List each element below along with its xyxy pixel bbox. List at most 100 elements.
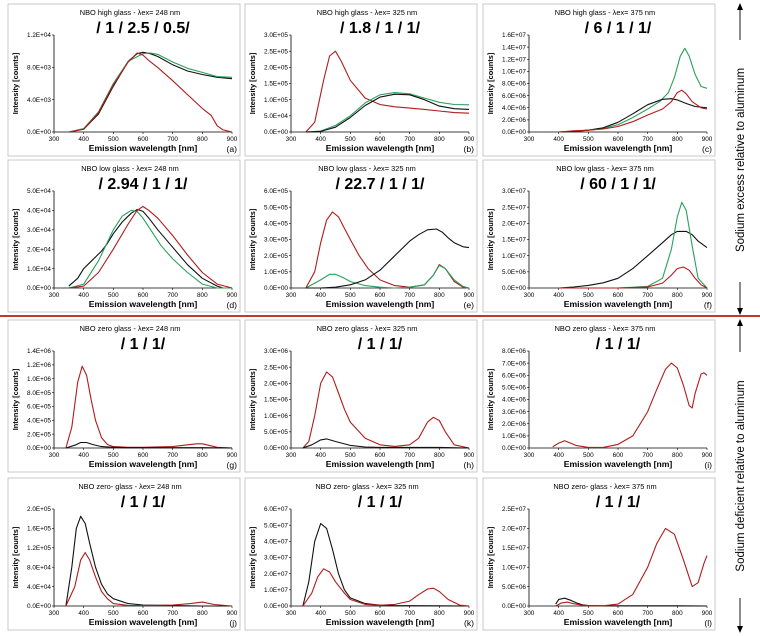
x-tick-label: 400: [315, 292, 326, 299]
x-tick-label: 900: [464, 610, 475, 617]
arrow-head-icon: [737, 308, 743, 315]
y-tick-label: 0.0E+00: [502, 445, 526, 452]
chart-title: NBO high glass - λex= 375 nm: [555, 8, 655, 17]
chart-title: NBO zero- glass - λex= 248 nm: [78, 482, 181, 491]
ratio-label: / 1 / 1/: [121, 336, 166, 353]
panel-letter: (c): [702, 144, 712, 154]
y-axis-label: Intensity [counts]: [486, 208, 495, 270]
x-tick-label: 500: [583, 136, 594, 143]
y-tick-label: 0.0E+00: [502, 603, 526, 610]
x-tick-label: 800: [197, 136, 208, 143]
x-tick-label: 700: [167, 136, 178, 143]
side-label-deficient: Sodium deficient relative to aluminum: [735, 380, 747, 571]
y-tick-label: 1.0E+06: [27, 376, 51, 383]
y-tick-label: 6.0E+05: [27, 404, 51, 411]
x-tick-label: 800: [197, 452, 208, 459]
panel-letter: (b): [463, 144, 474, 154]
chart-title: NBO zero- glass - λex= 375 nm: [553, 482, 656, 491]
y-tick-label: 8.0E+05: [27, 390, 51, 397]
series-line-black: [305, 93, 470, 133]
y-tick-label: 2.5E+06: [264, 364, 288, 371]
chart-title: NBO low glass - λex= 325 nm: [318, 164, 416, 173]
y-axis-label: Intensity [counts]: [11, 52, 20, 114]
y-axis-label: Intensity [counts]: [486, 52, 495, 114]
x-tick-label: 900: [227, 452, 238, 459]
y-tick-label: 8.0E+04: [27, 564, 51, 571]
x-tick-label: 500: [108, 610, 119, 617]
panel-letter: (h): [463, 460, 474, 470]
panel-letter: (k): [464, 618, 474, 628]
y-tick-label: 1.5E+06: [264, 397, 288, 404]
y-axis-label: Intensity [counts]: [248, 52, 257, 114]
y-tick-label: 0.0E+00: [27, 445, 51, 452]
panel-frame: [244, 159, 478, 313]
y-axis-label: Intensity [counts]: [248, 208, 257, 270]
series-line-black: [302, 438, 470, 449]
ratio-label: / 1 / 2.5 / 0.5/: [96, 20, 190, 37]
x-tick-label: 900: [702, 610, 713, 617]
y-tick-label: 4.0E+03: [27, 97, 51, 104]
x-tick-label: 800: [434, 452, 445, 459]
y-tick-label: 5.0E+06: [502, 584, 526, 591]
y-axis-label: Intensity [counts]: [248, 526, 257, 588]
y-tick-label: 1.0E+07: [502, 253, 526, 260]
y-tick-label: 3.0E+04: [27, 227, 51, 234]
x-tick-label: 700: [167, 292, 178, 299]
x-axis-label: Emission wavelength [nm]: [89, 299, 198, 309]
series-line-red: [65, 552, 233, 607]
x-tick-label: 500: [345, 452, 356, 459]
arrow-head-icon: [737, 319, 743, 326]
y-tick-label: 5.0E+06: [502, 385, 526, 392]
x-axis-label: Emission wavelength [nm]: [564, 617, 673, 627]
panel-letter: (j): [229, 618, 237, 628]
y-tick-label: 0.0E+00: [27, 603, 51, 610]
y-tick-label: 1.2E+07: [502, 56, 526, 63]
series-line-black: [305, 228, 470, 289]
x-axis-label: Emission wavelength [nm]: [564, 459, 673, 469]
y-tick-label: 3.0E+07: [264, 555, 288, 562]
x-tick-label: 400: [315, 452, 326, 459]
panel-frame: [7, 477, 241, 631]
x-tick-label: 600: [138, 292, 149, 299]
series-line-red: [302, 568, 470, 607]
x-tick-label: 300: [524, 136, 535, 143]
x-tick-label: 300: [286, 452, 297, 459]
panel-f: NBO low glass - λex= 375 nm / 60 / 1 / 1/…: [482, 159, 716, 313]
x-tick-label: 300: [49, 610, 60, 617]
y-tick-label: 1.5E+07: [502, 237, 526, 244]
y-tick-label: 5.0E+04: [27, 188, 51, 195]
y-tick-label: 5.0E+04: [264, 113, 288, 120]
y-axis-label: Intensity [counts]: [11, 208, 20, 270]
y-tick-label: 4.0E+05: [27, 417, 51, 424]
panel-i: NBO zero glass - λex= 375 nm / 1 / 1/0.0E…: [482, 319, 716, 473]
series-line-red: [558, 266, 708, 289]
x-axis-label: Emission wavelength [nm]: [326, 299, 435, 309]
y-tick-label: 1.0E+05: [264, 269, 288, 276]
series-line-green: [68, 209, 232, 289]
x-tick-label: 600: [375, 136, 386, 143]
x-tick-label: 600: [138, 610, 149, 617]
panel-frame: [244, 477, 478, 631]
series-line-red: [302, 371, 470, 449]
y-tick-label: 3.0E+07: [502, 188, 526, 195]
y-tick-label: 0.0E+00: [502, 285, 526, 292]
y-tick-label: 2.0E+06: [502, 117, 526, 124]
x-tick-label: 700: [167, 610, 178, 617]
x-tick-label: 800: [672, 136, 683, 143]
x-tick-label: 700: [642, 292, 653, 299]
y-tick-label: 4.0E+05: [264, 221, 288, 228]
x-tick-label: 500: [345, 292, 356, 299]
x-tick-label: 900: [227, 136, 238, 143]
x-tick-label: 800: [434, 136, 445, 143]
x-tick-label: 700: [404, 136, 415, 143]
panel-b: NBO high glass - λex= 325 nm / 1.8 / 1 / …: [244, 3, 478, 157]
x-tick-label: 300: [49, 136, 60, 143]
x-tick-label: 600: [138, 136, 149, 143]
x-tick-label: 500: [108, 452, 119, 459]
series-line-red: [68, 205, 233, 289]
series-line-red: [68, 52, 233, 133]
ratio-label: / 60 / 1 / 1/: [580, 176, 656, 193]
y-tick-label: 3.0E+05: [264, 32, 288, 39]
x-tick-label: 700: [404, 452, 415, 459]
y-tick-label: 0.0E+00: [27, 129, 51, 136]
